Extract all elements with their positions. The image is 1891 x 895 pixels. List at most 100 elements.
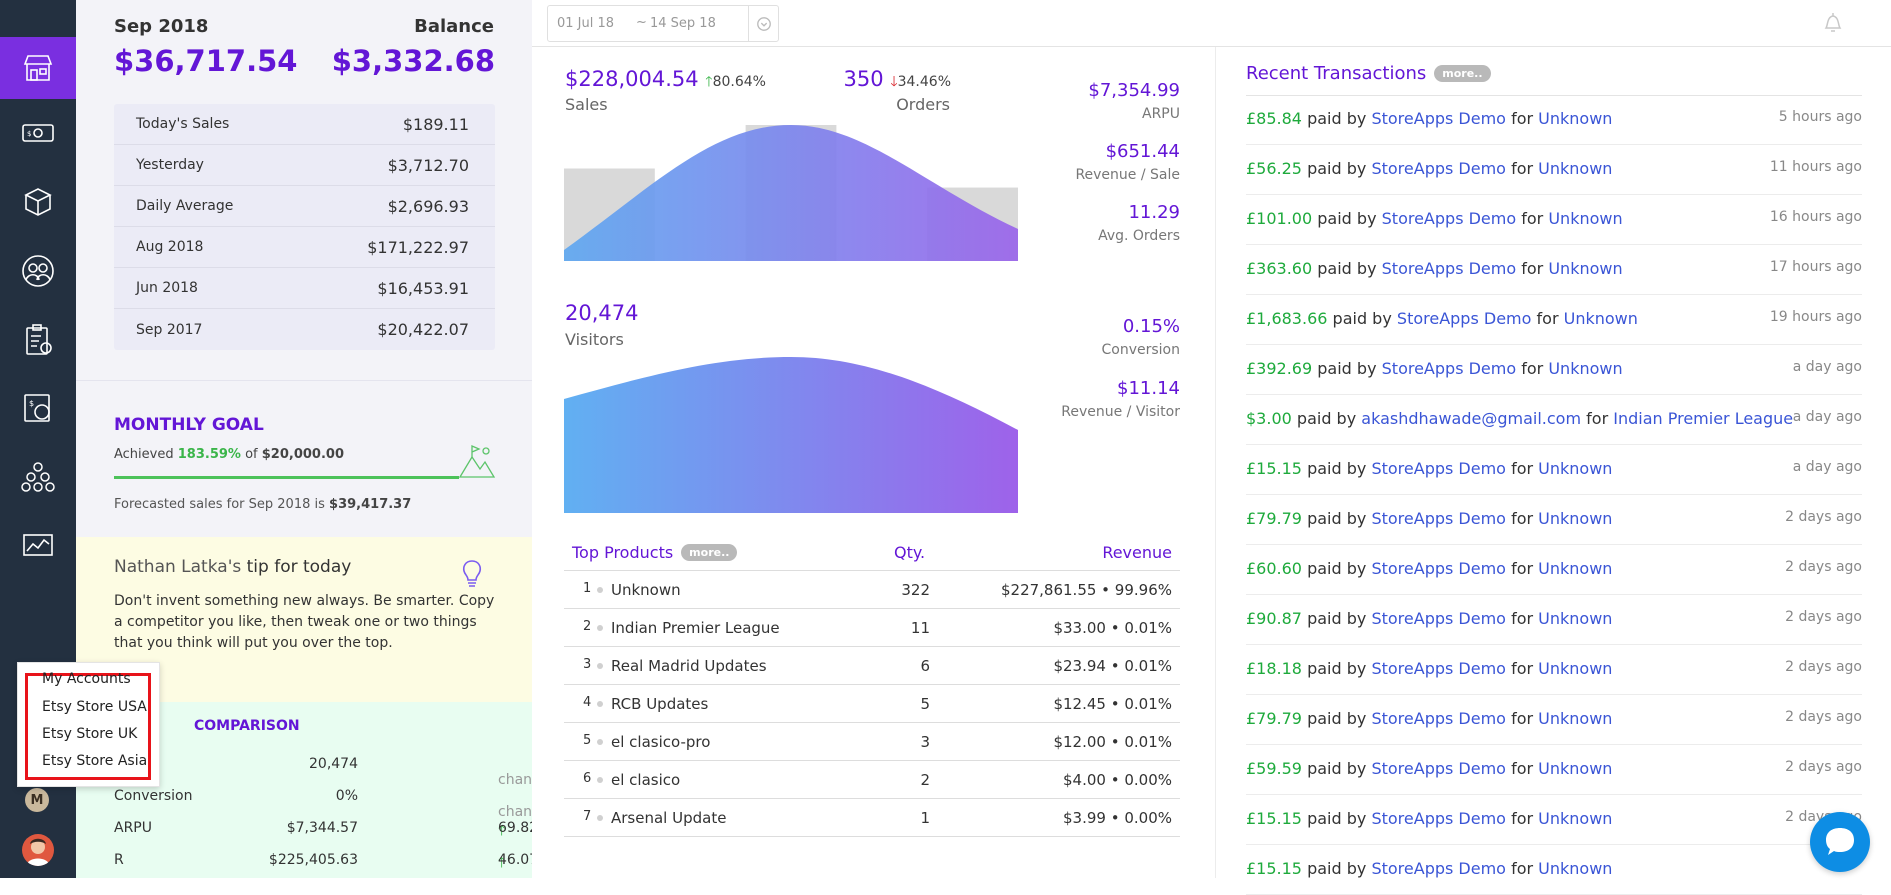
bullet-dot [597,587,603,593]
transaction-amount: £59.59 [1246,759,1302,778]
chat-launcher[interactable] [1810,812,1870,872]
product-link[interactable]: Unknown [1538,509,1613,528]
user-avatar[interactable] [22,834,54,866]
product-link[interactable]: Unknown [1538,609,1613,628]
product-link[interactable]: Indian Premier League [1613,409,1794,428]
product-link[interactable]: Unknown [1538,159,1613,178]
menu-etsy-asia[interactable]: Etsy Store Asia [42,753,148,769]
product-link[interactable]: Unknown [1538,859,1613,878]
transaction-time: a day ago [1792,459,1862,475]
refund-icon[interactable]: $ [0,377,76,439]
orders-value: 350 [843,67,884,91]
date-to[interactable]: 14 Sep 18 [650,16,716,31]
product-link[interactable]: Unknown [1538,659,1613,678]
avg-orders-label: Avg. Orders [1098,228,1180,244]
product-link[interactable]: Unknown [1538,109,1613,128]
svg-text:$: $ [29,399,34,408]
buyer-link[interactable]: StoreApps Demo [1396,309,1532,328]
paid-by-text: paid by [1307,109,1367,128]
transaction-text: £79.79 paid by StoreApps Demo for Unknow… [1246,709,1612,728]
transaction-row: £363.60 paid by StoreApps Demo for Unkno… [1246,245,1862,295]
transaction-text: £59.59 paid by StoreApps Demo for Unknow… [1246,759,1612,778]
forecast-value: $39,417.37 [329,497,412,512]
divider [1246,95,1862,96]
paid-by-text: paid by [1307,159,1367,178]
buyer-link[interactable]: StoreApps Demo [1381,359,1517,378]
report-icon[interactable] [0,309,76,371]
menu-etsy-usa[interactable]: Etsy Store USA [42,699,147,715]
date-from[interactable]: 01 Jul 18 [557,16,615,31]
paid-by-text: paid by [1307,809,1367,828]
transaction-row: £15.15 paid by StoreApps Demo for Unknow… [1246,845,1862,895]
product-name: Arsenal Update [611,809,727,827]
comparison-section: COMPARISON 20,474no changeConversion0%no… [76,702,551,878]
product-link[interactable]: Unknown [1538,709,1613,728]
buyer-link[interactable]: StoreApps Demo [1371,659,1506,678]
cash-icon[interactable]: $ [0,102,76,164]
buyer-link[interactable]: StoreApps Demo [1371,609,1506,628]
product-link[interactable]: Unknown [1538,809,1613,828]
for-text: for [1511,659,1534,678]
transaction-text: £60.60 paid by StoreApps Demo for Unknow… [1246,559,1612,578]
product-link[interactable]: Unknown [1548,359,1623,378]
balance-amount: $3,332.68 [331,44,495,78]
revenue-column-header: Revenue [1102,543,1172,562]
product-link[interactable]: Unknown [1538,759,1613,778]
paid-by-text: paid by [1307,859,1367,878]
buyer-link[interactable]: StoreApps Demo [1371,509,1506,528]
teams-icon[interactable] [0,446,76,508]
product-link[interactable]: Unknown [1563,309,1638,328]
bullet-dot [597,815,603,821]
sales-area-chart [564,125,1018,261]
account-avatar[interactable]: M [25,788,49,812]
top-product-row[interactable]: 1 Unknown 322 $227,861.55 • 99.96% [564,571,1180,609]
mountain-flag-icon [458,445,496,478]
product-link[interactable]: Unknown [1538,459,1613,478]
chevron-down-icon[interactable] [748,6,778,41]
top-product-row[interactable]: 3 Real Madrid Updates 6 $23.94 • 0.01% [564,647,1180,685]
buyer-link[interactable]: StoreApps Demo [1381,259,1517,278]
chart-icon[interactable] [0,514,76,576]
buyer-link[interactable]: akashdhawade@gmail.com [1361,409,1582,428]
transactions-more-button[interactable]: more.. [1434,65,1491,82]
buyer-link[interactable]: StoreApps Demo [1371,559,1506,578]
paid-by-text: paid by [1332,309,1392,328]
recent-transactions: Recent Transactions more.. £85.84 paid by… [1215,47,1891,895]
users-icon[interactable] [0,240,76,302]
product-rank: 5 [583,733,592,748]
top-product-row[interactable]: 7 Arsenal Update 1 $3.99 • 0.00% [564,799,1180,837]
goal-forecast: Forecasted sales for Sep 2018 is $39,417… [114,497,411,512]
row-value: $16,453.91 [377,278,469,298]
date-range-picker[interactable]: 01 Jul 18 ~ 14 Sep 18 [547,5,779,42]
product-link[interactable]: Unknown [1548,209,1623,228]
bell-icon[interactable] [1822,10,1844,34]
top-product-row[interactable]: 2 Indian Premier League 11 $33.00 • 0.01% [564,609,1180,647]
top-product-row[interactable]: 5 el clasico-pro 3 $12.00 • 0.01% [564,723,1180,761]
product-name: RCB Updates [611,695,709,713]
product-link[interactable]: Unknown [1548,259,1623,278]
goal-title: MONTHLY GOAL [114,415,264,435]
for-text: for [1511,509,1534,528]
top-product-row[interactable]: 6 el clasico 2 $4.00 • 0.00% [564,761,1180,799]
selection-highlight [25,673,151,780]
buyer-link[interactable]: StoreApps Demo [1371,809,1506,828]
conversion-label: Conversion [1101,342,1181,358]
recent-transactions-title: Recent Transactions more.. [1246,63,1491,84]
box-icon[interactable] [0,170,76,232]
sales-summary-table: Today's Sales $189.11 Yesterday $3,712.70 Da… [114,104,495,350]
buyer-link[interactable]: StoreApps Demo [1371,859,1506,878]
top-product-row[interactable]: 4 RCB Updates 5 $12.45 • 0.01% [564,685,1180,723]
top-products-more-button[interactable]: more.. [681,544,738,561]
buyer-link[interactable]: StoreApps Demo [1371,459,1506,478]
sales-summary-row: Aug 2018 $171,222.97 [114,227,495,268]
buyer-link[interactable]: StoreApps Demo [1371,709,1506,728]
visitors-area-chart [564,357,1018,513]
buyer-link[interactable]: StoreApps Demo [1381,209,1517,228]
menu-my-accounts[interactable]: My Accounts [42,671,131,687]
buyer-link[interactable]: StoreApps Demo [1371,159,1506,178]
product-link[interactable]: Unknown [1538,559,1613,578]
buyer-link[interactable]: StoreApps Demo [1371,109,1506,128]
buyer-link[interactable]: StoreApps Demo [1371,759,1506,778]
menu-etsy-uk[interactable]: Etsy Store UK [42,726,138,742]
store-icon[interactable] [0,37,76,99]
